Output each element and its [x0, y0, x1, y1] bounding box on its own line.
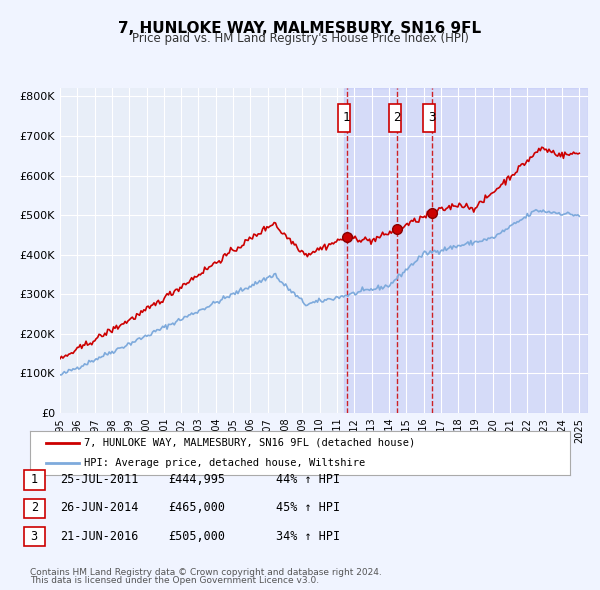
Text: Price paid vs. HM Land Registry's House Price Index (HPI): Price paid vs. HM Land Registry's House …: [131, 32, 469, 45]
Text: 2: 2: [394, 111, 401, 124]
Text: £465,000: £465,000: [168, 502, 225, 514]
FancyBboxPatch shape: [389, 104, 401, 132]
FancyBboxPatch shape: [338, 104, 350, 132]
Text: Contains HM Land Registry data © Crown copyright and database right 2024.: Contains HM Land Registry data © Crown c…: [30, 568, 382, 577]
Text: 45% ↑ HPI: 45% ↑ HPI: [276, 502, 340, 514]
Text: HPI: Average price, detached house, Wiltshire: HPI: Average price, detached house, Wilt…: [84, 458, 365, 468]
Text: 1: 1: [31, 473, 38, 486]
Text: This data is licensed under the Open Government Licence v3.0.: This data is licensed under the Open Gov…: [30, 576, 319, 585]
Bar: [344, 88, 588, 413]
Text: 26-JUN-2014: 26-JUN-2014: [60, 502, 139, 514]
Text: 3: 3: [428, 111, 436, 124]
Text: 7, HUNLOKE WAY, MALMESBURY, SN16 9FL (detached house): 7, HUNLOKE WAY, MALMESBURY, SN16 9FL (de…: [84, 438, 415, 448]
Text: £444,995: £444,995: [168, 473, 225, 486]
Text: 44% ↑ HPI: 44% ↑ HPI: [276, 473, 340, 486]
Text: 25-JUL-2011: 25-JUL-2011: [60, 473, 139, 486]
FancyBboxPatch shape: [423, 104, 435, 132]
Text: 21-JUN-2016: 21-JUN-2016: [60, 530, 139, 543]
Text: 7, HUNLOKE WAY, MALMESBURY, SN16 9FL: 7, HUNLOKE WAY, MALMESBURY, SN16 9FL: [118, 21, 482, 35]
Text: 1: 1: [343, 111, 350, 124]
Text: £505,000: £505,000: [168, 530, 225, 543]
Text: 34% ↑ HPI: 34% ↑ HPI: [276, 530, 340, 543]
Text: 3: 3: [31, 530, 38, 543]
Text: 2: 2: [31, 502, 38, 514]
